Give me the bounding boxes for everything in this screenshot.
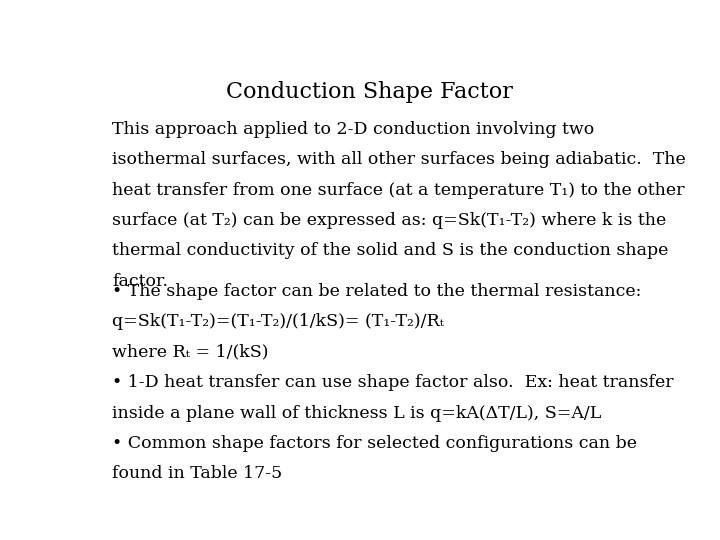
Text: This approach applied to 2-D conduction involving two: This approach applied to 2-D conduction … bbox=[112, 121, 595, 138]
Text: • The shape factor can be related to the thermal resistance:: • The shape factor can be related to the… bbox=[112, 283, 642, 300]
Text: factor.: factor. bbox=[112, 273, 168, 289]
Text: heat transfer from one surface (at a temperature T₁) to the other: heat transfer from one surface (at a tem… bbox=[112, 181, 685, 199]
Text: Conduction Shape Factor: Conduction Shape Factor bbox=[225, 82, 513, 104]
Text: • Common shape factors for selected configurations can be: • Common shape factors for selected conf… bbox=[112, 435, 637, 452]
Text: q=Sk(T₁-T₂)=(T₁-T₂)/(1/kS)= (T₁-T₂)/Rₜ: q=Sk(T₁-T₂)=(T₁-T₂)/(1/kS)= (T₁-T₂)/Rₜ bbox=[112, 313, 444, 330]
Text: where Rₜ = 1/(kS): where Rₜ = 1/(kS) bbox=[112, 344, 269, 361]
Text: surface (at T₂) can be expressed as: q=Sk(T₁-T₂) where k is the: surface (at T₂) can be expressed as: q=S… bbox=[112, 212, 667, 229]
Text: inside a plane wall of thickness L is q=kA(ΔT/L), S=A/L: inside a plane wall of thickness L is q=… bbox=[112, 404, 602, 422]
Text: isothermal surfaces, with all other surfaces being adiabatic.  The: isothermal surfaces, with all other surf… bbox=[112, 151, 686, 168]
Text: thermal conductivity of the solid and S is the conduction shape: thermal conductivity of the solid and S … bbox=[112, 242, 669, 259]
Text: found in Table 17-5: found in Table 17-5 bbox=[112, 465, 282, 482]
Text: • 1-D heat transfer can use shape factor also.  Ex: heat transfer: • 1-D heat transfer can use shape factor… bbox=[112, 374, 674, 391]
